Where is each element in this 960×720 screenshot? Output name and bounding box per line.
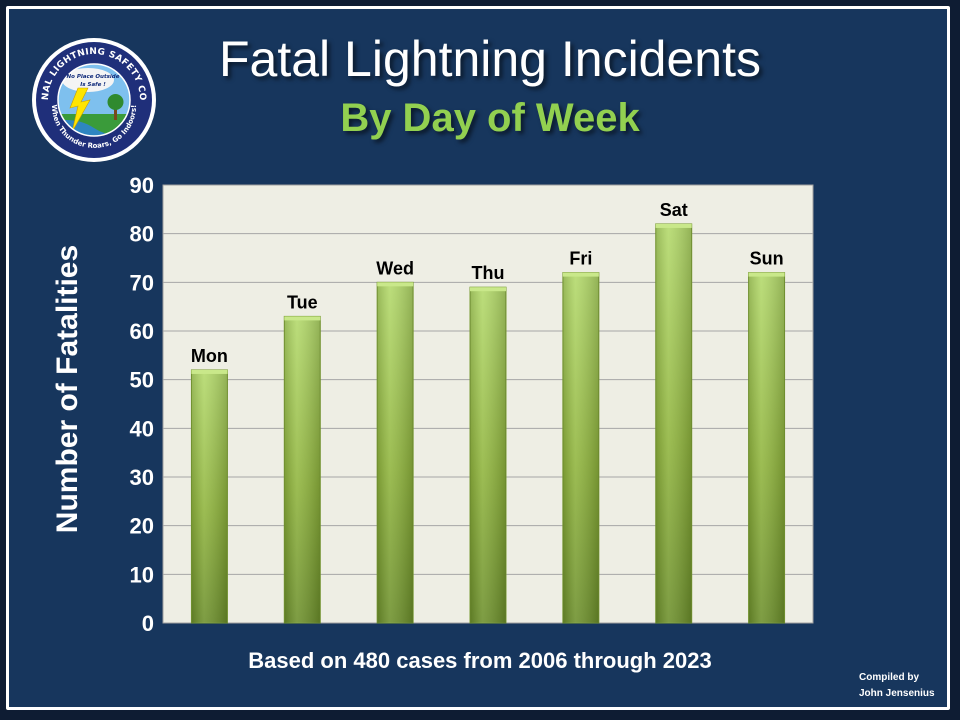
credit-line-1: Compiled by — [859, 672, 920, 683]
bar-data-label: Thu — [472, 263, 505, 283]
bar-top-highlight — [470, 287, 506, 292]
y-tick-label: 60 — [130, 319, 154, 344]
credit-line-2: John Jensenius — [859, 688, 935, 699]
bar-top-highlight — [284, 316, 321, 321]
bar-top-highlight — [655, 223, 692, 228]
bar-data-label: Sat — [660, 200, 688, 220]
page-title: Fatal Lightning Incidents — [218, 31, 762, 87]
y-tick-label: 0 — [142, 611, 154, 636]
bar-shading — [562, 272, 599, 623]
bar-top-highlight — [748, 272, 785, 277]
bar-shading — [284, 316, 321, 623]
bar-data-label: Sun — [750, 249, 784, 269]
bar-shading — [191, 369, 228, 623]
y-tick-label: 40 — [130, 416, 154, 441]
bar-shading — [655, 223, 692, 623]
footnote: Based on 480 cases from 2006 through 202… — [248, 648, 712, 673]
y-tick-label: 90 — [130, 173, 154, 198]
y-tick-label: 20 — [130, 514, 154, 539]
bar-data-label: Wed — [376, 258, 414, 278]
bar-top-highlight — [377, 282, 414, 287]
svg-text:Is Safe !: Is Safe ! — [80, 82, 106, 88]
y-tick-label: 70 — [130, 270, 154, 295]
credit: Compiled by John Jensenius — [859, 670, 935, 702]
y-tick-label: 10 — [130, 562, 154, 587]
y-tick-label: 30 — [130, 465, 154, 490]
svg-text:No Place Outside: No Place Outside — [67, 74, 120, 80]
bar-shading — [377, 282, 414, 623]
bar-data-label: Fri — [569, 249, 592, 269]
bar-top-highlight — [191, 369, 228, 374]
nlsc-logo: NATIONAL LIGHTNING SAFETY COUNCIL When T… — [30, 36, 156, 162]
bar-data-label: Mon — [191, 346, 228, 366]
y-tick-label: 50 — [130, 368, 154, 393]
bar-data-label: Tue — [287, 292, 318, 312]
page-subtitle: By Day of Week — [340, 96, 640, 140]
bar-top-highlight — [562, 272, 599, 277]
bar-shading — [470, 287, 506, 623]
y-tick-label: 80 — [130, 222, 154, 247]
bar-shading — [748, 272, 785, 623]
